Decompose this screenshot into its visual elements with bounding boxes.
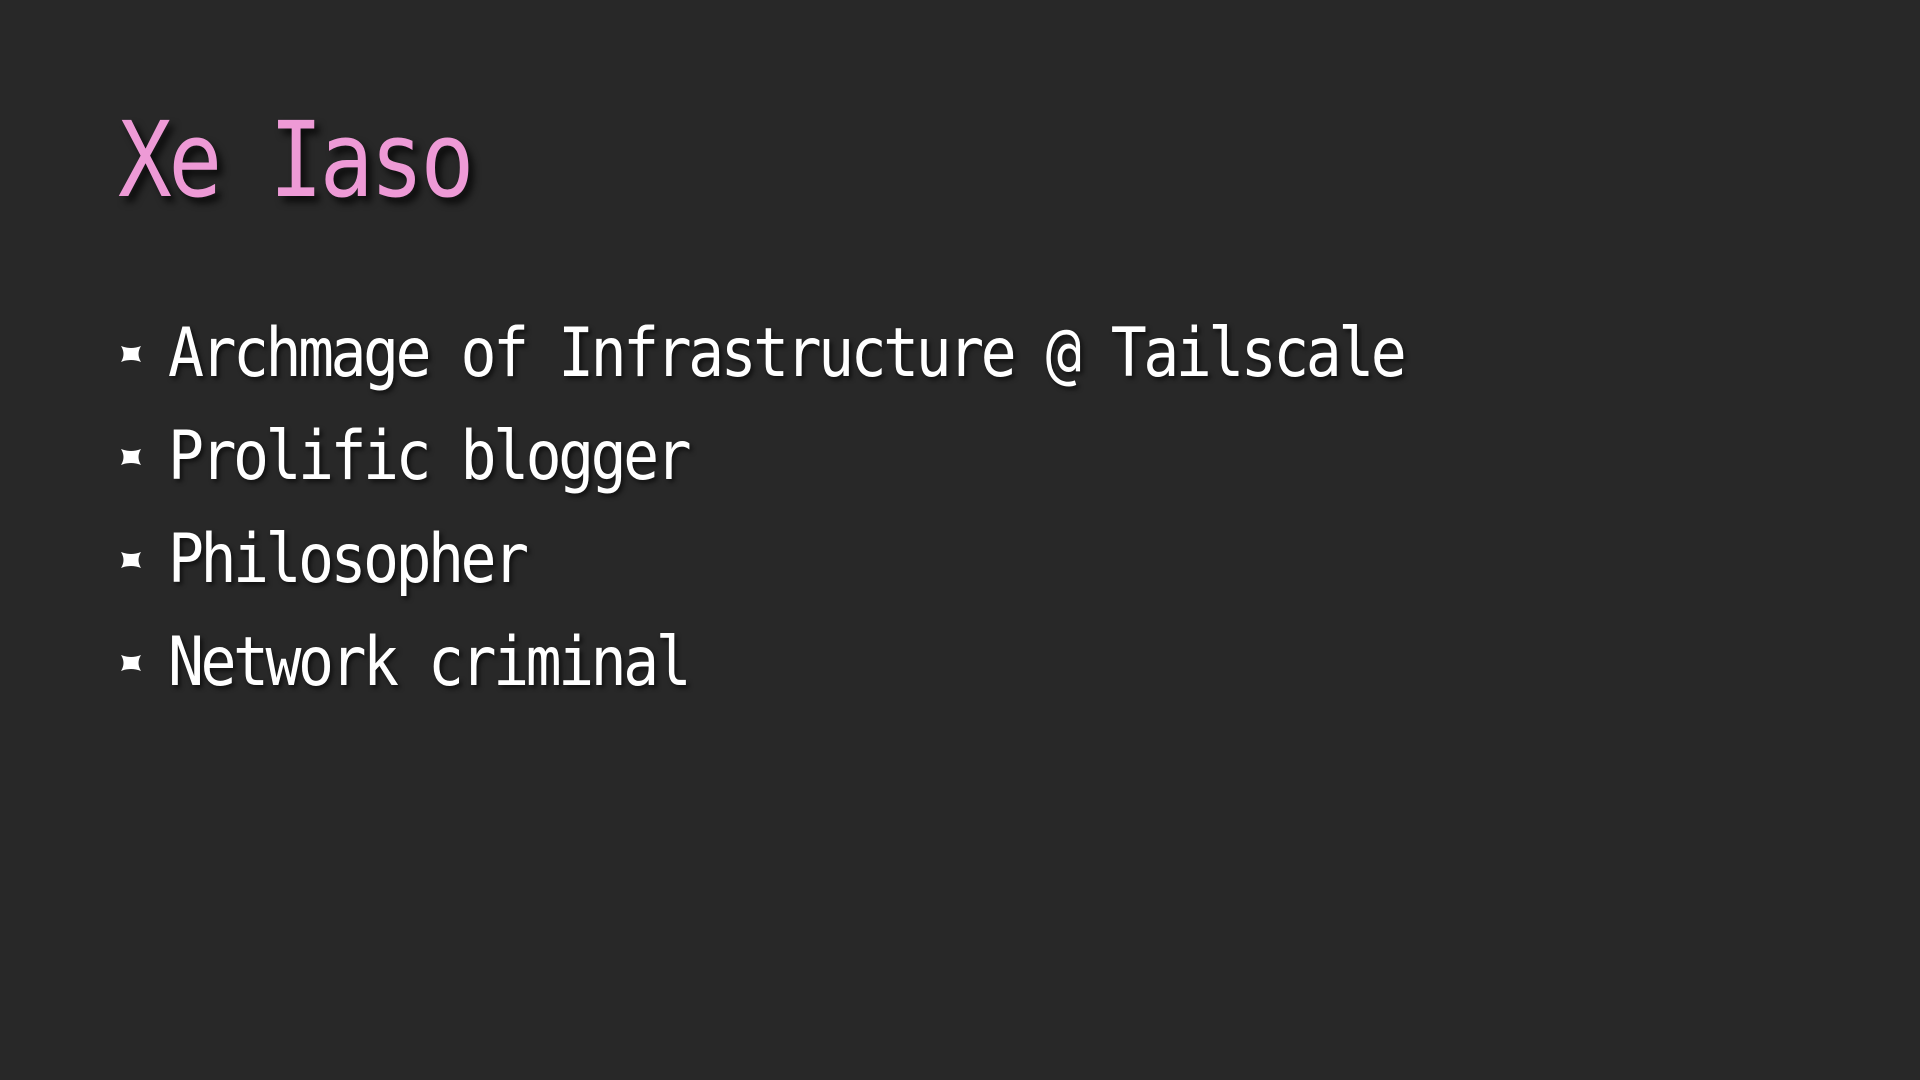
list-item: Prolific blogger (118, 405, 1572, 508)
x-mark-icon (118, 650, 144, 676)
slide-title: Xe Iaso (118, 99, 474, 221)
x-mark-icon (118, 341, 144, 367)
bullet-text: Archmage of Infrastructure @ Tailscale (168, 313, 1407, 393)
bullet-text: Network criminal (168, 622, 692, 702)
list-item: Philosopher (118, 508, 1572, 611)
bullet-list: Archmage of Infrastructure @ Tailscale P… (118, 302, 1572, 714)
bullet-text: Philosopher (168, 519, 529, 599)
bullet-text: Prolific blogger (168, 416, 692, 496)
x-mark-icon (118, 444, 144, 470)
list-item: Network criminal (118, 611, 1572, 714)
x-mark-icon (118, 547, 144, 573)
list-item: Archmage of Infrastructure @ Tailscale (118, 302, 1572, 405)
